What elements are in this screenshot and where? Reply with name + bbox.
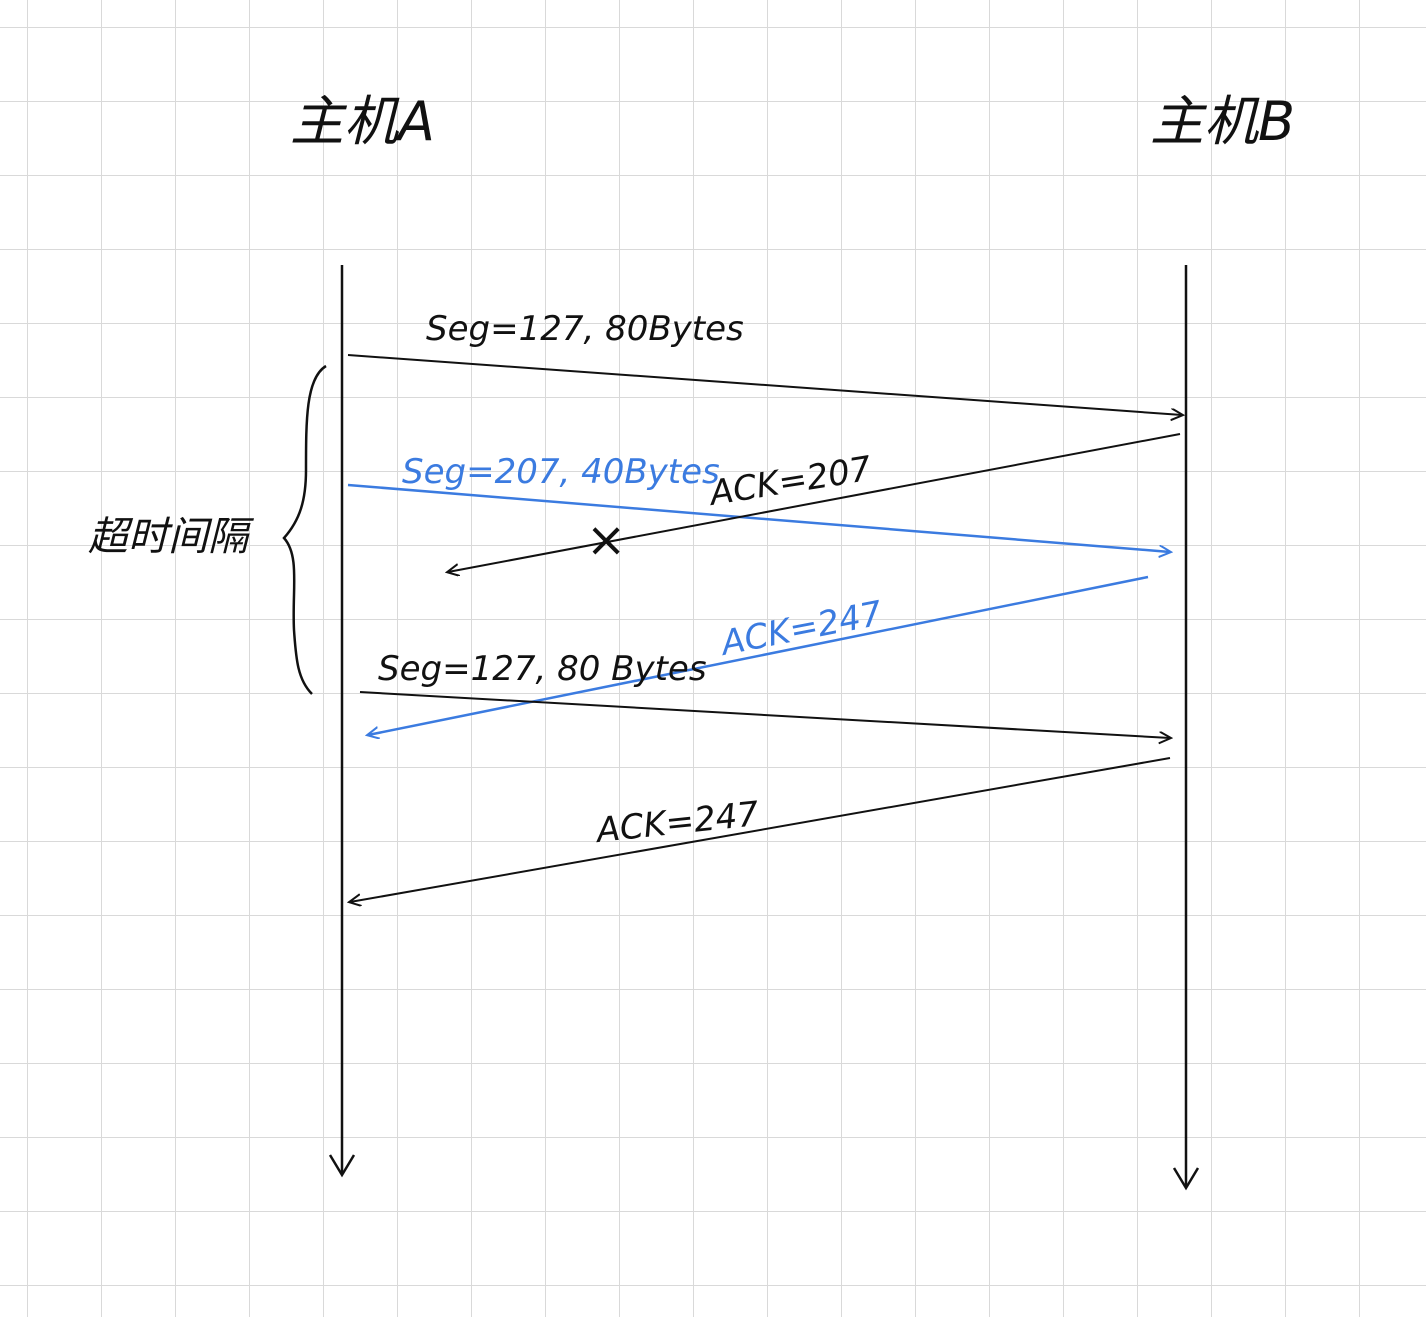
host-a-timeline-arrowhead [328, 1154, 356, 1178]
segment-1-label: Seg=127, 80Bytes [426, 309, 744, 349]
ack-247-blue-arrow [368, 575, 1149, 735]
segment-1-retransmit-label: Seg=127, 80 Bytes [378, 649, 707, 689]
ack-247-final-label: ACK=247 [593, 794, 761, 851]
host-a-label: 主机A [290, 90, 435, 153]
segment-2-label: Seg=207, 40Bytes [402, 452, 720, 492]
lost-mark-icon: × [586, 512, 626, 568]
timeout-label: 超时间隔 [88, 514, 255, 560]
host-b-timeline-arrowhead [1172, 1167, 1200, 1191]
segment-1-arrow [347, 354, 1182, 415]
timeout-brace [282, 364, 327, 695]
ack-207-arrow [448, 433, 1181, 572]
ack-207-label: ACK=207 [705, 449, 874, 514]
ack-247-final-arrow [350, 757, 1171, 902]
segment-2-arrow [347, 483, 1170, 552]
host-b-label: 主机B [1150, 90, 1295, 153]
ack-247-blue-label: ACK=247 [716, 593, 886, 664]
segment-1-retransmit-arrow [359, 691, 1170, 738]
